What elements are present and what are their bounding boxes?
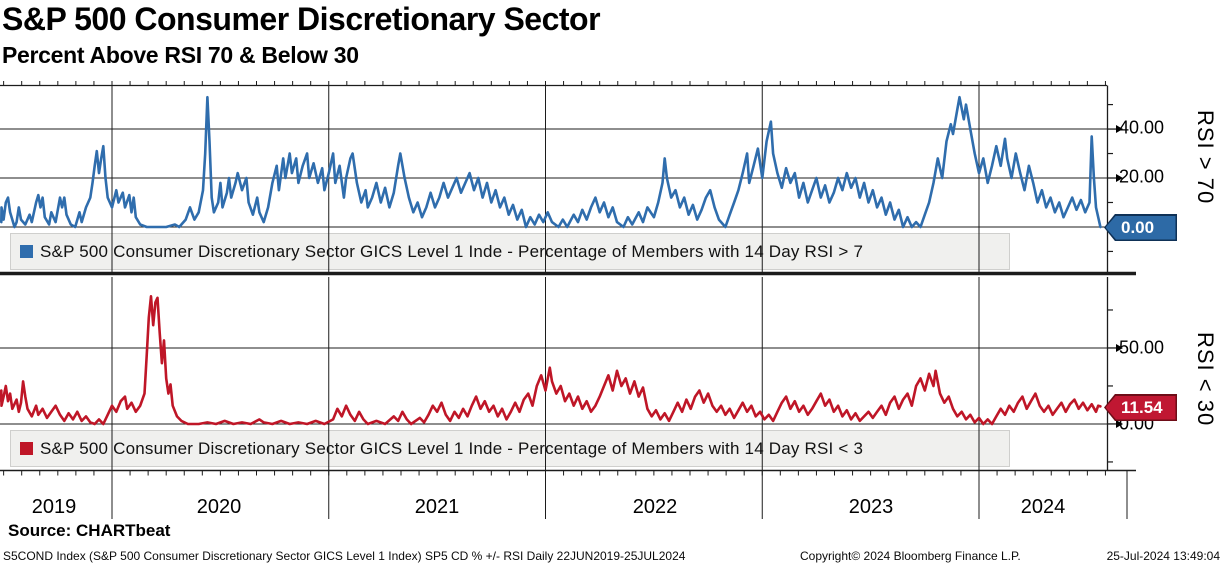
bottom-axis-tick-50: 50.00 <box>1119 337 1165 358</box>
footer-index-description: S5COND Index (S&P 500 Consumer Discretio… <box>3 549 686 563</box>
right-axis-title-rsi-below-30: RSI < 30 <box>1193 332 1218 427</box>
x-axis-label-2021: 2021 <box>414 496 460 518</box>
x-axis-label-2022: 2022 <box>632 496 678 518</box>
x-axis-label-2020: 2020 <box>196 496 242 518</box>
top-axis-tick-20: 20.00 <box>1119 166 1165 187</box>
page-subtitle: Percent Above RSI 70 & Below 30 <box>2 42 359 68</box>
legend-rsi-above-70[interactable]: S&P 500 Consumer Discretionary Sector GI… <box>10 233 1010 270</box>
legend-rsi-below-30[interactable]: S&P 500 Consumer Discretionary Sector GI… <box>10 430 1010 467</box>
badge-fill <box>1105 395 1176 420</box>
page-title: S&P 500 Consumer Discretionary Sector <box>2 1 601 37</box>
x-axis-label-2023: 2023 <box>848 496 894 518</box>
last-value-below: 11.54 <box>1121 397 1163 417</box>
x-axis-label-2019: 2019 <box>31 496 77 518</box>
last-value-above: 0.00 <box>1121 217 1155 237</box>
last-value-badge-rsi-below[interactable]: 11.54 <box>1104 394 1177 421</box>
right-axis-title-rsi-above-70: RSI > 70 <box>1193 110 1218 205</box>
footer-copyright: Copyright© 2024 Bloomberg Finance L.P. <box>800 549 1021 563</box>
source-note: Source: CHARTbeat <box>8 521 171 540</box>
legend-label-rsi-above-70: S&P 500 Consumer Discretionary Sector GI… <box>40 241 864 261</box>
red-series-swatch-icon <box>20 442 33 455</box>
last-value-badge-rsi-above[interactable]: 0.00 <box>1104 214 1177 241</box>
blue-series-swatch-icon <box>20 245 33 258</box>
legend-label-rsi-below-30: S&P 500 Consumer Discretionary Sector GI… <box>40 438 864 458</box>
x-axis-label-2024: 2024 <box>1020 496 1066 518</box>
top-axis-tick-40: 40.00 <box>1119 117 1165 138</box>
footer-timestamp: 25-Jul-2024 13:49:04 <box>1106 549 1220 563</box>
